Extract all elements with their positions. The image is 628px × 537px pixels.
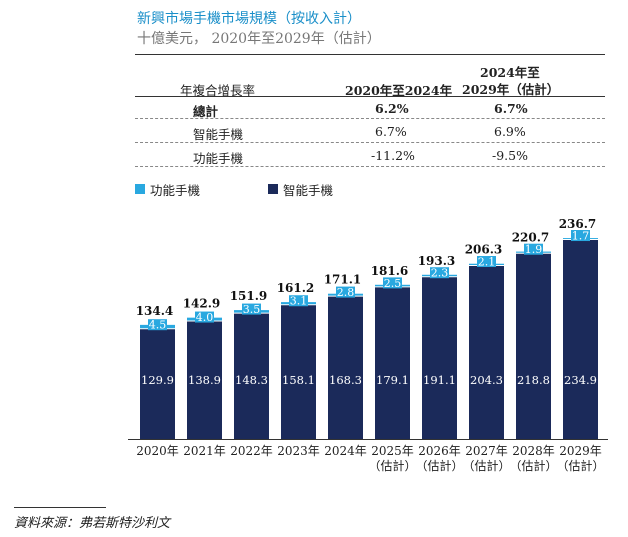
table-row-smart-label: 智能手機 (193, 127, 244, 142)
legend-feature-label: 功能手機 (150, 183, 201, 198)
legend-feature-swatch (135, 184, 145, 194)
table-header-cagr: 年複合增長率 (180, 83, 256, 98)
table-row-feature-c1: -11.2% (371, 148, 415, 163)
x-tick-sublabel: （估計） (368, 458, 416, 473)
table-bottom-rule (135, 166, 605, 167)
chart-subtitle: 十億美元， 2020年至2029年（估計） (137, 31, 381, 47)
bar-smart (516, 253, 551, 439)
data-label-smart: 168.3 (329, 373, 362, 387)
data-label-feature: 2.3 (431, 267, 449, 280)
feature-label-box (195, 311, 214, 323)
data-label-feature: 2.1 (478, 256, 496, 269)
data-label-total: 181.6 (371, 264, 409, 278)
data-label-feature: 2.5 (384, 277, 402, 290)
data-label-feature: 1.9 (525, 243, 543, 256)
data-label-smart: 191.1 (423, 373, 456, 387)
table-row-smart-c2: 6.9% (494, 124, 526, 139)
x-tick-label: 2022年 (230, 444, 273, 458)
bar-smart (281, 304, 316, 439)
feature-label-box (242, 303, 261, 315)
x-tick-label: 2029年 (559, 444, 602, 458)
data-label-feature: 4.0 (196, 311, 214, 324)
x-tick-label: 2023年 (277, 444, 320, 458)
x-tick-label: 2026年 (418, 444, 461, 458)
source-note: 資料來源：弗若斯特沙利文 (14, 516, 171, 531)
table-row-total-c2: 6.7% (494, 101, 528, 116)
x-tick-sublabel: （估計） (462, 458, 510, 473)
data-label-total: 193.3 (418, 254, 456, 268)
feature-label-box (430, 267, 449, 279)
x-tick-sublabel: （估計） (415, 458, 463, 473)
feature-label-box (289, 295, 308, 307)
table-row-total-c1: 6.2% (375, 101, 409, 116)
x-tick-sublabel: （估計） (556, 458, 604, 473)
data-label-feature: 2.8 (337, 286, 355, 299)
x-tick-sublabel: （估計） (509, 458, 557, 473)
feature-label-box (477, 256, 496, 268)
data-label-smart: 204.3 (470, 373, 503, 387)
source-rule (14, 507, 106, 508)
data-label-smart: 138.9 (188, 373, 221, 387)
table-row-smart-c1: 6.7% (375, 124, 407, 139)
data-label-smart: 158.1 (282, 373, 315, 387)
bar-smart (234, 313, 269, 439)
data-label-total: 161.2 (277, 281, 315, 295)
x-tick-label: 2021年 (183, 444, 226, 458)
bar-smart (140, 328, 175, 439)
feature-label-box (571, 230, 590, 242)
data-label-total: 134.4 (136, 304, 174, 318)
table-header-2024-line2: 2029年（估計） (462, 82, 560, 97)
table-header-2020-2024: 2020年至2024年 (345, 83, 453, 98)
x-tick-label: 2028年 (512, 444, 555, 458)
data-label-feature: 3.1 (290, 295, 308, 308)
table-row-divider (135, 118, 605, 119)
bar-smart (375, 286, 410, 439)
data-label-feature: 1.7 (572, 230, 590, 243)
table-row-divider (135, 142, 605, 143)
chart-title: 新興市場手機市場規模（按收入計） (137, 11, 361, 27)
bar-smart (328, 296, 363, 439)
bar-smart (563, 239, 598, 439)
legend-smart-label: 智能手機 (283, 183, 334, 198)
data-label-smart: 179.1 (376, 373, 409, 387)
data-label-feature: 4.5 (149, 319, 167, 332)
data-label-smart: 148.3 (235, 373, 268, 387)
feature-label-box (148, 319, 167, 331)
data-label-total: 236.7 (559, 217, 597, 231)
table-top-rule (135, 54, 605, 55)
x-tick-label: 2024年 (324, 444, 367, 458)
feature-label-box (524, 243, 543, 255)
x-tick-label: 2027年 (465, 444, 508, 458)
bar-smart (422, 276, 457, 439)
table-row-total-label: 總計 (193, 104, 219, 119)
feature-label-box (336, 286, 355, 298)
data-label-smart: 129.9 (141, 373, 174, 387)
data-label-feature: 3.5 (243, 303, 261, 316)
data-label-total: 206.3 (465, 243, 503, 257)
data-label-total: 151.9 (230, 289, 268, 303)
table-row-feature-c2: -9.5% (492, 148, 528, 163)
table-header-2024-line1: 2024年至 (480, 65, 540, 80)
data-label-total: 220.7 (512, 231, 550, 245)
x-tick-label: 2020年 (136, 444, 179, 458)
table-header-rule (135, 96, 605, 97)
data-label-total: 142.9 (183, 297, 221, 311)
bar-smart (187, 321, 222, 439)
data-label-total: 171.1 (324, 273, 362, 287)
x-tick-label: 2025年 (371, 444, 414, 458)
data-label-smart: 218.8 (517, 373, 550, 387)
data-label-smart: 234.9 (564, 373, 597, 387)
legend-smart-swatch (268, 184, 278, 194)
bar-smart (469, 265, 504, 439)
feature-label-box (383, 277, 402, 289)
table-row-feature-label: 功能手機 (193, 151, 244, 166)
